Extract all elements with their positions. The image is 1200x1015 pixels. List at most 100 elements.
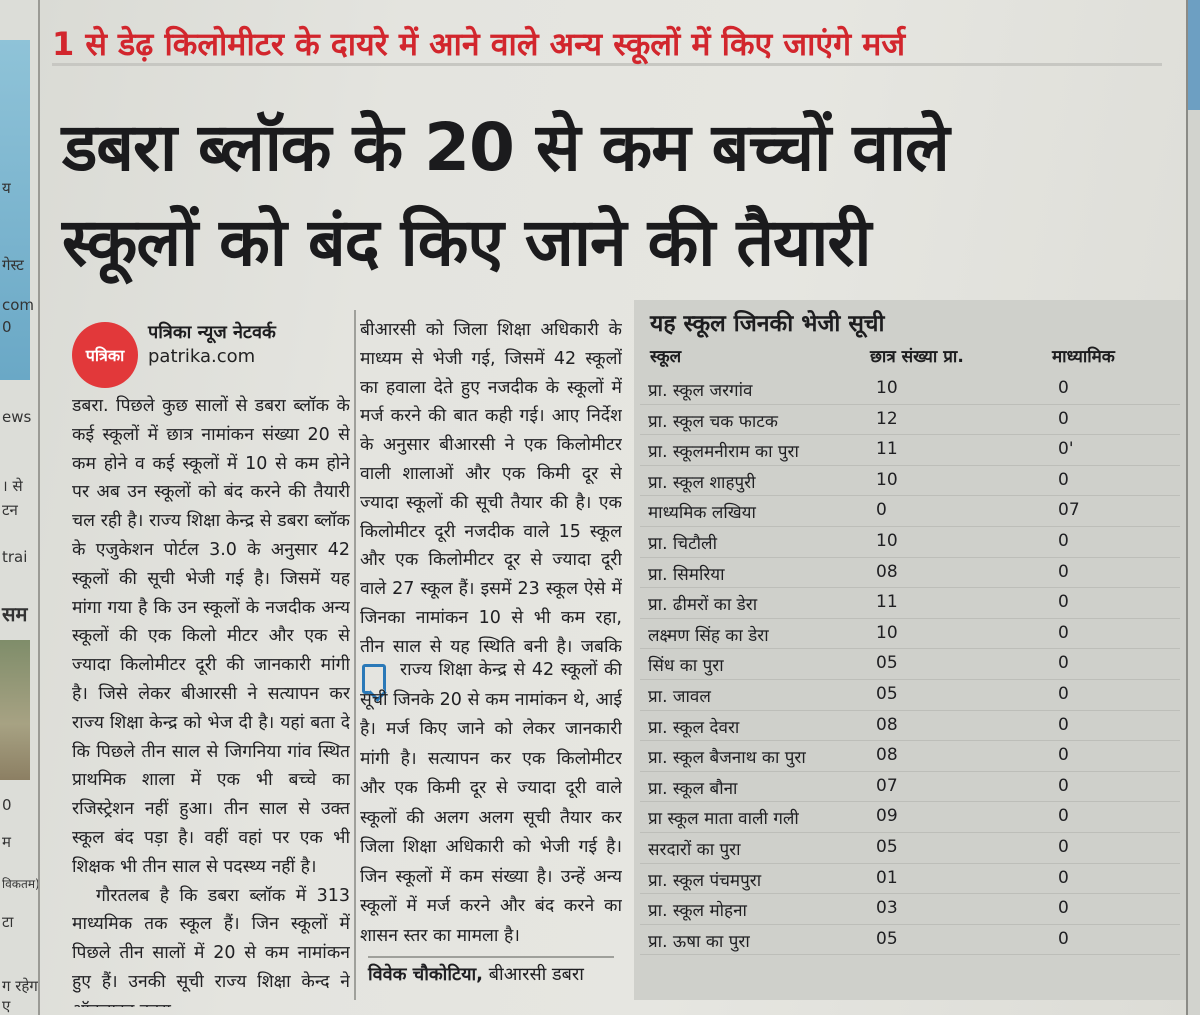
school-name-cell: प्रा. स्कूलमनीराम का पुरा <box>648 442 799 463</box>
logo-text: पत्रिका <box>85 346 125 365</box>
headline-line-1: डबरा ब्लॉक के 20 से कम बच्चों वाले <box>62 109 950 186</box>
middle-count-cell: 0 <box>1058 928 1069 949</box>
middle-count-cell: 0 <box>1058 378 1069 398</box>
middle-count-cell: 0 <box>1058 836 1069 857</box>
article-kicker: 1 से डेढ़ किलोमीटर के दायरे में आने वाले… <box>52 22 1162 66</box>
table-row: सरदारों का पुरा 05 0 <box>640 833 1180 864</box>
fragment-text: trai <box>2 548 28 566</box>
table-row: प्रा. स्कूल शाहपुरी 10 0 <box>640 466 1180 497</box>
middle-count-cell: 0' <box>1058 439 1074 460</box>
school-name-cell: सिंध का पुरा <box>648 656 724 677</box>
middle-count-cell: 0 <box>1058 898 1069 919</box>
table-header-school: स्कूल <box>650 347 682 367</box>
fragment-text: ए <box>2 997 11 1015</box>
primary-count-cell: 08 <box>876 745 898 766</box>
fragment-text: सम <box>2 602 28 626</box>
primary-count-cell: 10 <box>876 469 898 490</box>
article-column-1: डबरा. पिछले कुछ सालों से डबरा ब्लॉक के क… <box>72 392 350 1007</box>
school-name-cell: प्रा स्कूल माता वाली गली <box>648 809 799 830</box>
primary-count-cell: 09 <box>876 806 898 827</box>
fragment-text: ग रहेगा <box>2 977 40 995</box>
quote-author: विवेक चौकोटिया, बीआरसी डबरा <box>368 956 614 986</box>
school-name-cell: प्रा. जावल <box>648 686 711 707</box>
column-divider <box>354 310 356 1000</box>
school-name-cell: माध्यमिक लखिया <box>648 503 756 524</box>
school-table: प्रा. स्कूल जरगांव 10 0 प्रा. स्कूल चक फाटक… <box>640 374 1180 956</box>
school-list-panel <box>634 300 1186 1000</box>
school-name-cell: प्रा. ऊषा का पुरा <box>648 931 750 952</box>
fragment-text: टन <box>2 501 18 519</box>
table-row: प्रा. स्कूलमनीराम का पुरा 11 0' <box>640 435 1180 466</box>
primary-count-cell: 10 <box>876 622 898 643</box>
table-header-middle-count: माध्यामिक <box>1052 347 1115 367</box>
middle-count-cell: 0 <box>1058 745 1069 766</box>
primary-count-cell: 01 <box>876 867 898 888</box>
fragment-text: विकतम) <box>2 877 40 891</box>
school-name-cell: लक्ष्मण सिंह का डेरा <box>648 625 769 646</box>
patrika-logo: पत्रिका <box>72 322 138 388</box>
middle-count-cell: 0 <box>1058 653 1069 674</box>
table-row: प्रा. सिमरिया 08 0 <box>640 558 1180 589</box>
primary-count-cell: 05 <box>876 683 898 704</box>
primary-count-cell: 07 <box>876 775 898 796</box>
school-name-cell: प्रा. स्कूल देवरा <box>648 717 740 738</box>
byline-name: पत्रिका न्यूज नेटवर्क <box>148 322 276 343</box>
adjacent-photo <box>0 640 30 780</box>
table-header-primary-count: छात्र संख्या प्रा. <box>870 347 964 367</box>
table-title: यह स्कूल जिनकी भेजी सूची <box>650 311 885 337</box>
fragment-text: 0 <box>2 318 12 336</box>
table-row: प्रा. स्कूल पंचमपुरा 01 0 <box>640 864 1180 895</box>
table-row: प्रा. स्कूल बौना 07 0 <box>640 772 1180 803</box>
middle-count-cell: 0 <box>1058 867 1069 888</box>
paragraph: गौरतलब है कि डबरा ब्लॉक में 313 माध्यमिक… <box>72 885 350 1007</box>
official-quote: राज्य शिक्षा केन्द्र से 42 स्कूलों की सू… <box>360 660 622 946</box>
school-name-cell: प्रा. स्कूल शाहपुरी <box>648 472 756 493</box>
primary-count-cell: 05 <box>876 928 898 949</box>
school-name-cell: प्रा. चिटौली <box>648 533 717 554</box>
fragment-text: । से <box>2 477 23 495</box>
table-row: प्रा स्कूल माता वाली गली 09 0 <box>640 802 1180 833</box>
school-name-cell: प्रा. स्कूल मोहना <box>648 901 747 922</box>
fragment-text: com <box>2 296 35 314</box>
middle-count-cell: 0 <box>1058 561 1069 582</box>
quote-author-name: विवेक चौकोटिया, <box>368 964 484 985</box>
fragment-text: 0 <box>2 796 12 814</box>
paragraph: डबरा. पिछले कुछ सालों से डबरा ब्लॉक के क… <box>72 396 350 877</box>
table-row: सिंध का पुरा 05 0 <box>640 649 1180 680</box>
school-name-cell: प्रा. स्कूल चक फाटक <box>648 411 778 432</box>
school-name-cell: प्रा. स्कूल बौना <box>648 778 738 799</box>
primary-count-cell: 05 <box>876 653 898 674</box>
table-row: प्रा. ढीमरों का डेरा 11 0 <box>640 588 1180 619</box>
table-row: प्रा. स्कूल चक फाटक 12 0 <box>640 405 1180 436</box>
table-row: प्रा. स्कूल देवरा 08 0 <box>640 711 1180 742</box>
middle-count-cell: 0 <box>1058 683 1069 704</box>
fragment-text: ews <box>2 408 32 426</box>
primary-count-cell: 08 <box>876 714 898 735</box>
middle-count-cell: 0 <box>1058 714 1069 735</box>
table-row: प्रा. चिटौली 10 0 <box>640 527 1180 558</box>
adjacent-right-graphic <box>1188 0 1200 110</box>
table-row: प्रा. ऊषा का पुरा 05 0 <box>640 925 1180 956</box>
primary-count-cell: 12 <box>876 408 898 429</box>
middle-count-cell: 0 <box>1058 806 1069 827</box>
school-name-cell: प्रा. सिमरिया <box>648 564 725 585</box>
middle-count-cell: 0 <box>1058 530 1069 551</box>
headline-line-2: स्कूलों को बंद किए जाने की तैयारी <box>62 204 871 281</box>
adjacent-right-strip <box>1186 0 1200 1015</box>
middle-count-cell: 0 <box>1058 775 1069 796</box>
middle-count-cell: 0 <box>1058 622 1069 643</box>
primary-count-cell: 05 <box>876 836 898 857</box>
primary-count-cell: 08 <box>876 561 898 582</box>
middle-count-cell: 0 <box>1058 592 1069 613</box>
table-row: प्रा. स्कूल जरगांव 10 0 <box>640 374 1180 405</box>
fragment-text: टा <box>2 913 14 931</box>
byline-website: patrika.com <box>148 346 256 367</box>
table-row: माध्यमिक लखिया 0 07 <box>640 496 1180 527</box>
table-row: प्रा. जावल 05 0 <box>640 680 1180 711</box>
middle-count-cell: 0 <box>1058 469 1069 490</box>
table-row: प्रा. स्कूल बैजनाथ का पुरा 08 0 <box>640 741 1180 772</box>
primary-count-cell: 0 <box>876 500 887 521</box>
primary-count-cell: 11 <box>876 592 898 613</box>
school-name-cell: प्रा. स्कूल बैजनाथ का पुरा <box>648 748 806 769</box>
